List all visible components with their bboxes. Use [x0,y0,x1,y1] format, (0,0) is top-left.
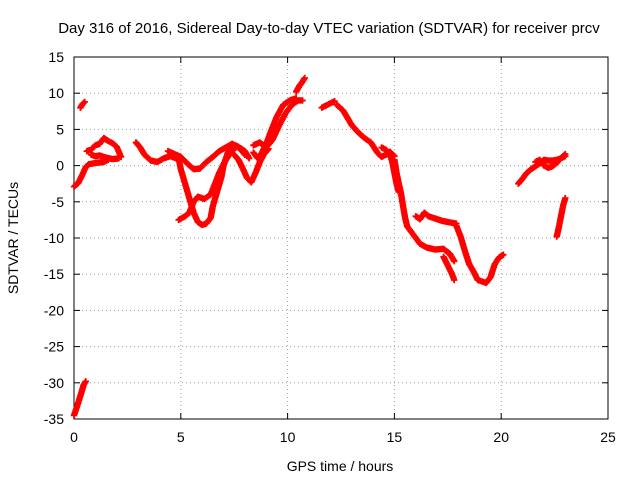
data-point [500,251,507,258]
series-arc-08 [175,142,236,229]
y-tick-label: 5 [56,121,64,137]
y-axis-label: SDTVAR / TECUs [5,182,21,294]
x-tick-label: 25 [600,429,616,445]
y-tick-label: -5 [52,194,65,210]
data-point [301,74,308,82]
axis-ticks: 0 5 10 15 20 25 -35 -30 -25 -20 -15 -10 -5 0 5 10 15 [44,49,616,445]
data-point [228,142,236,149]
y-tick-label: -30 [44,375,64,391]
data-point [292,95,300,102]
data-point [562,194,569,202]
data-point [451,276,458,284]
chart-title: Day 316 of 2016, Sidereal Day-to-day VTE… [58,20,600,37]
series-arc-11 [250,97,306,151]
x-tick-label: 15 [387,429,403,445]
data-point [331,97,338,105]
series-arc-23 [553,194,569,240]
grid-lines [74,57,608,419]
data-point [81,98,88,106]
series-arc-09 [175,143,253,224]
data-point [245,155,253,162]
series-arc-03 [70,156,112,190]
series-arc-22 [532,150,569,171]
series-arc-13 [292,74,308,95]
series-arc-19 [453,222,507,287]
series-arc-04 [83,134,125,161]
series-arc-20 [440,253,458,284]
data-point [115,155,123,162]
data-point [82,378,89,385]
y-tick-label: -10 [44,230,64,246]
x-axis-label: GPS time / hours [287,458,394,474]
series-arc-01 [70,378,89,419]
y-tick-label: 10 [48,85,64,101]
y-tick-label: -35 [44,411,64,427]
y-tick-label: 15 [48,49,64,65]
x-tick-label: 0 [70,429,78,445]
x-tick-label: 10 [280,429,296,445]
series-arc-17 [391,156,458,265]
y-tick-label: -25 [44,339,64,355]
data-series [70,74,569,419]
y-tick-label: 0 [56,158,64,174]
y-tick-label: -20 [44,302,64,318]
y-tick-label: -15 [44,266,64,282]
x-tick-label: 20 [493,429,509,445]
data-point [561,151,568,159]
series-arc-18 [412,209,460,227]
data-point [299,97,306,104]
x-tick-label: 5 [177,429,185,445]
series-arc-05 [87,151,123,163]
data-point [562,150,569,158]
data-point [451,257,458,265]
data-point [80,99,87,107]
series-arc-12 [250,95,300,162]
series-arc-02 [77,98,88,111]
series-arc-14 [318,97,338,111]
